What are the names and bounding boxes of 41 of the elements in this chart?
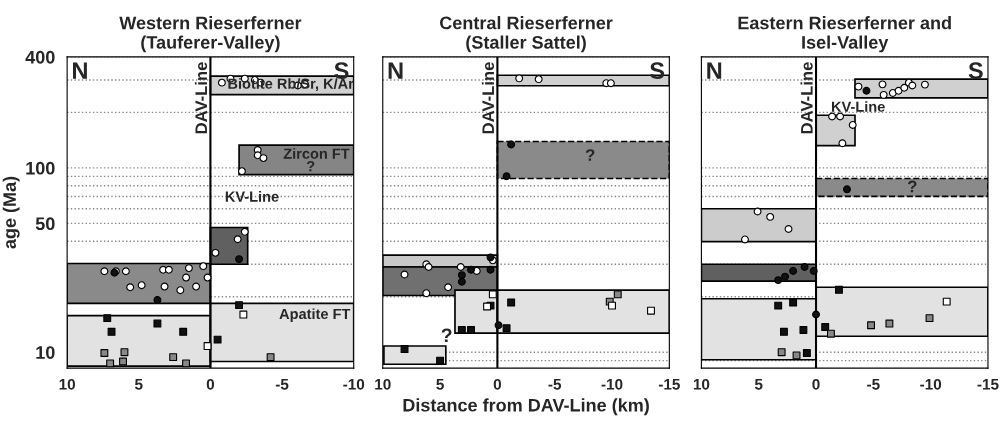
annotation: ?: [907, 180, 917, 193]
x-tick-label: -10: [343, 378, 365, 390]
y-axis-title: age (Ma): [2, 176, 20, 249]
x-axis-title: Distance from DAV-Line (km): [403, 398, 649, 416]
x-tick-label: -15: [658, 379, 680, 390]
annotation: KV-Line: [225, 191, 279, 202]
x-tick-label: -10: [601, 378, 623, 390]
x-tick-label: -5: [548, 379, 562, 390]
y-tick-label: 10: [36, 346, 55, 359]
x-tick-label: 0: [206, 378, 215, 390]
annotation: Apatite FT: [279, 308, 351, 322]
x-tick-label: 0: [812, 378, 820, 390]
ref-line-label: DAV-Line: [800, 62, 813, 134]
x-tick-label: -10: [920, 378, 942, 390]
x-tick-label: 10: [59, 378, 76, 390]
ref-line-label: DAV-Line: [194, 62, 208, 134]
chart-title: Eastern Rieserferner and Isel-Valley: [738, 16, 951, 53]
x-tick-label: 10: [693, 378, 710, 390]
annotation: KV-Line: [831, 101, 885, 112]
x-tick-label: 5: [135, 379, 143, 390]
annotation: Zircon FT: [283, 148, 350, 159]
annotation: N: [388, 62, 403, 79]
x-tick-label: -5: [867, 379, 880, 390]
y-tick-label: 50: [35, 217, 55, 231]
y-tick-label: 100: [26, 161, 55, 175]
annotation: N: [707, 62, 722, 79]
annotation: S: [968, 62, 983, 79]
annotation: ?: [306, 160, 315, 172]
ref-line-label: DAV-Line: [481, 62, 495, 134]
x-tick-label: 0: [493, 378, 502, 390]
x-tick-label: 5: [754, 379, 763, 390]
annotation: ?: [441, 328, 452, 342]
annotation: N: [73, 62, 87, 79]
x-tick-label: 10: [375, 378, 391, 390]
y-tick-label: 400: [25, 50, 55, 64]
chart-title: Central Rieserferner (Staller Sattel): [439, 16, 613, 53]
x-tick-label: -5: [275, 379, 289, 390]
x-tick-label: -15: [977, 379, 999, 390]
x-tick-label: 5: [436, 379, 444, 390]
annotation: ?: [585, 149, 595, 161]
chart-title: Western Rieserferner (Tauferer-Valley): [119, 16, 302, 53]
